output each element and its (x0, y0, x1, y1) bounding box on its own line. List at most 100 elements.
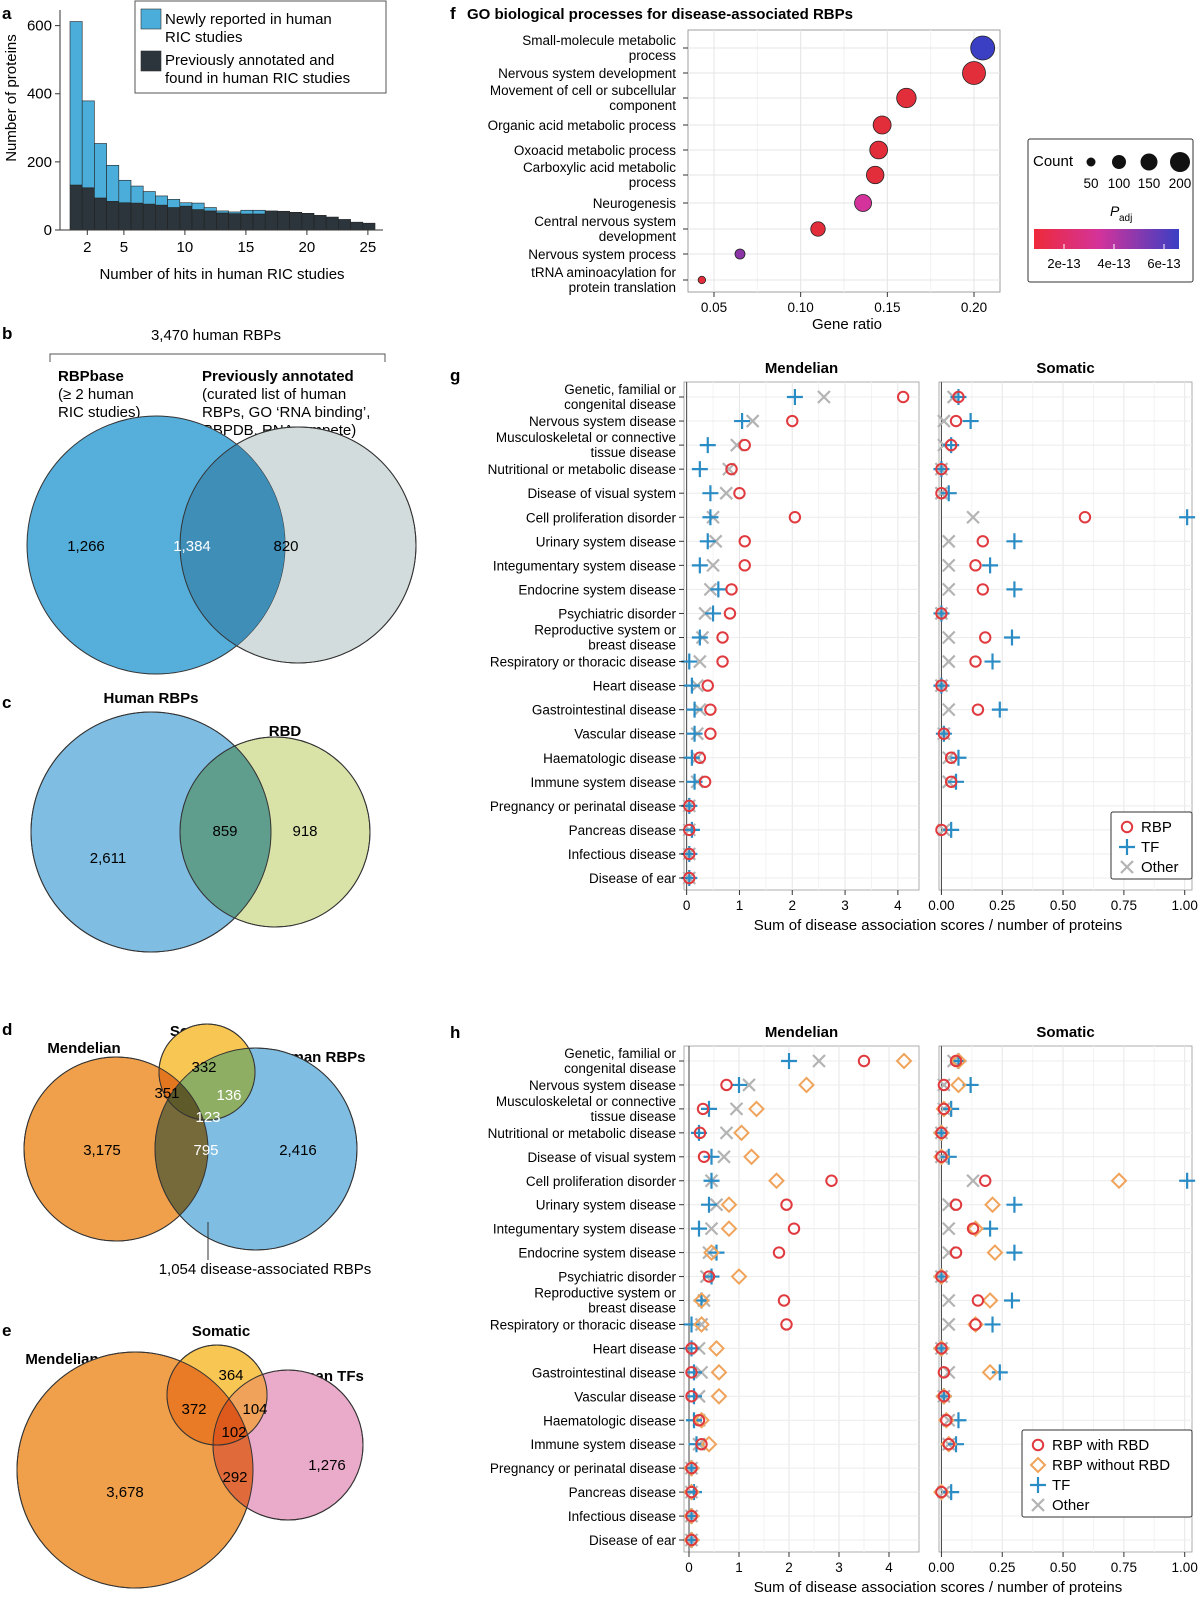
point-rbp (976, 535, 989, 548)
venn-b-right-outline (179, 426, 417, 664)
go-category-line: component (609, 98, 676, 113)
venn-e-som-tf-region (213, 1370, 267, 1445)
facet-title: Somatic (1036, 1024, 1094, 1041)
category-line: Reproductive system or (534, 1286, 676, 1301)
point-rbp-without-rbd (710, 1387, 728, 1405)
point-rbp (704, 703, 717, 716)
go-dot (854, 194, 872, 212)
venn-e-mendelian-title: Mendelian (25, 1351, 98, 1368)
y-tick-label: 600 (27, 18, 52, 35)
category-label: Genetic, familial or congenital disease (564, 382, 676, 412)
bar-new-2 (81, 100, 95, 189)
point-rbp (935, 462, 948, 476)
point-rbp (788, 511, 802, 524)
point-tf (1179, 1172, 1196, 1189)
point-rbp (976, 583, 989, 596)
point-other (937, 414, 951, 428)
go-x-tick-label: 0.15 (874, 300, 900, 315)
point-rbp-without-rbd (693, 1411, 710, 1429)
point-tf (991, 1364, 1008, 1381)
venn-c-overlap-count: 859 (212, 823, 237, 840)
count-legend-dot (1170, 152, 1190, 172)
go-category-line: Neurogenesis (593, 196, 677, 211)
legend-label-new: Newly reported in human RIC studies (165, 11, 332, 46)
go-category-line: Oxoacid metabolic process (514, 143, 676, 158)
venn-d-som-rbp-region (159, 1048, 255, 1120)
point-rbp-with-rbd (949, 1198, 963, 1211)
point-rbp-with-rbd (937, 1366, 951, 1379)
point-rbp (952, 390, 965, 404)
venn-e-somatic-title: Somatic (192, 1323, 250, 1340)
point-rbp (971, 703, 985, 716)
disease-score-plot-h: 0 1 2 3 4 Mendelian 0.00 0.25 0.50 0.75 1.00 Somati… (488, 1024, 1198, 1596)
point-tf (699, 533, 716, 550)
panel-label-a: a (2, 4, 12, 23)
point-other (706, 558, 720, 573)
point-other (941, 1317, 956, 1332)
padj-legend-title: P (1110, 203, 1120, 219)
bar-new-1 (69, 21, 83, 186)
point-rbp-without-rbd (981, 1292, 999, 1309)
go-dot (970, 35, 996, 61)
category-label: Urinary system disease (536, 1198, 676, 1213)
point-tf (710, 581, 727, 598)
point-rbp (1078, 511, 1092, 524)
point-rbp-with-rbd (685, 1342, 698, 1355)
facet-title: Mendelian (765, 1024, 838, 1041)
venn-d-mendelian-outline (23, 1056, 209, 1242)
point-tf (693, 1292, 710, 1309)
go-legend: Count 50 100 150 200 P adj 2e-13 4e-13 6e-13 (1027, 138, 1194, 283)
bar-new-14 (228, 211, 242, 214)
point-rbp (704, 727, 717, 740)
x-tick-label: 25 (360, 239, 377, 256)
category-label: Cell proliferation disorder (526, 510, 677, 525)
facet-x-tick-label: 0 (683, 898, 691, 913)
venn-disease-tfs: Mendelian Somatic Human TFs 3,678 364 37… (16, 1323, 364, 1589)
point-rbp (786, 414, 799, 428)
point-other (719, 1126, 734, 1140)
point-rbp-without-rbd (950, 1052, 967, 1070)
point-rbp-with-rbd (692, 1414, 706, 1427)
disease-score-plot-g: 0 1 2 3 4 Mendelian 0.00 0.25 0.50 0.75 1.00 Somati… (488, 360, 1198, 934)
point-rbp-with-rbd (935, 1342, 948, 1355)
bar-previous-7 (142, 203, 156, 231)
point-tf (686, 701, 703, 718)
go-category-line: tRNA aminoacylation for (531, 265, 676, 280)
y-tick-label: 200 (27, 154, 52, 171)
facet-x-tick-label: 0.00 (928, 898, 954, 913)
count-legend-dot (1086, 157, 1096, 167)
category-line: Infectious disease (568, 847, 676, 862)
venn-rbpbase: 3,470 human RBPs RBPbase (≥ 2 human RIC s… (26, 327, 417, 675)
go-category-line: development (599, 229, 677, 244)
venn-e-mend-som-count: 372 (181, 1401, 206, 1418)
category-line: Psychiatric disorder (558, 606, 676, 621)
bar-previous-8 (155, 204, 168, 231)
go-x-tick-label: 0.10 (788, 300, 814, 315)
legend: RBP with RBD RBP without RBD TF Other (1021, 1429, 1193, 1518)
facet-x-tick-label: 2 (789, 898, 797, 913)
venn-b-right-title: Previously annotated (202, 368, 354, 385)
go-category-line: Nervous system process (528, 247, 676, 262)
venn-b-left-sub: (≥ 2 human RIC studies) (58, 386, 141, 421)
bar-new-13 (216, 210, 229, 214)
point-tf (786, 389, 803, 405)
legend-marker (1031, 1438, 1045, 1452)
category-line: Psychiatric disorder (558, 1270, 676, 1285)
point-rbp-with-rbd (979, 1174, 992, 1187)
facet-x-tick-label: 1 (736, 898, 744, 913)
point-tf (708, 1244, 725, 1261)
point-rbp-without-rbd (950, 1076, 967, 1094)
go-dot (869, 140, 888, 160)
facet-x-tick-label: 0.50 (1050, 1560, 1076, 1575)
venn-b-bracket (49, 353, 386, 362)
category-label: Nervous system disease (529, 1078, 676, 1093)
go-category-label: Movement of cell or subcellular component (490, 83, 677, 113)
point-rbp-with-rbd (971, 1294, 985, 1307)
category-line: Pregnancy or perinatal disease (490, 799, 676, 814)
bar-previous-12 (203, 210, 217, 231)
point-tf (691, 461, 708, 478)
venn-c-overlap (180, 737, 271, 927)
panel-label-d: d (2, 1020, 12, 1039)
point-rbp (935, 487, 948, 500)
